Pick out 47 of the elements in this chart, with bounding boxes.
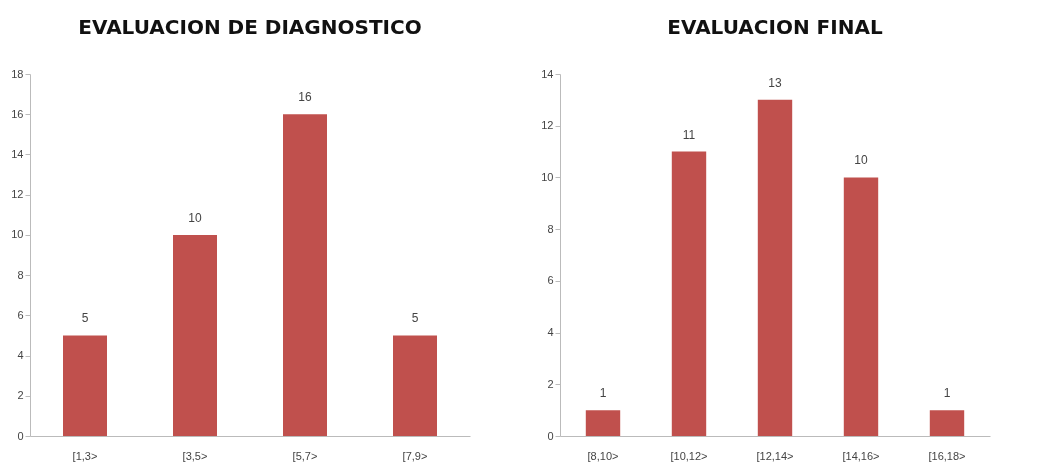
y-tick-label: 0 xyxy=(17,429,24,442)
y-tick-label: 14 xyxy=(541,67,554,80)
y-tick-label: 4 xyxy=(547,326,554,339)
data-label: 5 xyxy=(411,311,419,326)
bar xyxy=(283,114,327,436)
chart-title: EVALUACION FINAL xyxy=(667,15,883,39)
y-tick-label: 12 xyxy=(541,119,554,132)
bar xyxy=(393,335,437,436)
y-tick-label: 6 xyxy=(547,274,554,287)
x-tick-label: [16,18> xyxy=(928,449,966,462)
x-tick-label: [3,5> xyxy=(182,449,208,462)
x-tick-label: [8,10> xyxy=(587,449,619,462)
y-tick-label: 8 xyxy=(17,268,24,281)
y-tick-label: 10 xyxy=(11,228,24,241)
bar xyxy=(173,234,217,436)
bar xyxy=(671,151,707,436)
bar xyxy=(757,99,793,436)
bar xyxy=(63,335,107,436)
data-label: 13 xyxy=(768,75,782,90)
y-tick-label: 10 xyxy=(541,170,554,183)
data-label: 11 xyxy=(682,127,696,142)
data-label: 10 xyxy=(854,153,868,168)
bar xyxy=(843,177,879,436)
y-tick-label: 14 xyxy=(11,147,24,160)
data-label: 1 xyxy=(943,386,951,401)
y-tick-label: 12 xyxy=(11,188,24,201)
y-tick-label: 2 xyxy=(547,377,554,390)
chart-title: EVALUACION DE DIAGNOSTICO xyxy=(78,15,422,39)
y-tick-label: 4 xyxy=(17,349,24,362)
y-tick-label: 8 xyxy=(547,222,554,235)
x-tick-label: [12,14> xyxy=(756,449,794,462)
x-tick-label: [5,7> xyxy=(292,449,318,462)
x-tick-label: [14,16> xyxy=(842,449,880,462)
data-label: 10 xyxy=(188,210,202,225)
y-tick-label: 2 xyxy=(17,389,24,402)
y-tick-label: 18 xyxy=(11,67,24,80)
data-label: 1 xyxy=(599,386,607,401)
data-label: 5 xyxy=(81,311,89,326)
y-tick-label: 6 xyxy=(17,308,24,321)
bar xyxy=(585,410,621,436)
x-tick-label: [10,12> xyxy=(670,449,708,462)
x-tick-label: [1,3> xyxy=(72,449,98,462)
y-tick-label: 16 xyxy=(11,107,24,120)
x-tick-label: [7,9> xyxy=(402,449,428,462)
data-label: 16 xyxy=(298,90,312,105)
bar xyxy=(929,410,965,436)
y-tick-label: 0 xyxy=(547,429,554,442)
